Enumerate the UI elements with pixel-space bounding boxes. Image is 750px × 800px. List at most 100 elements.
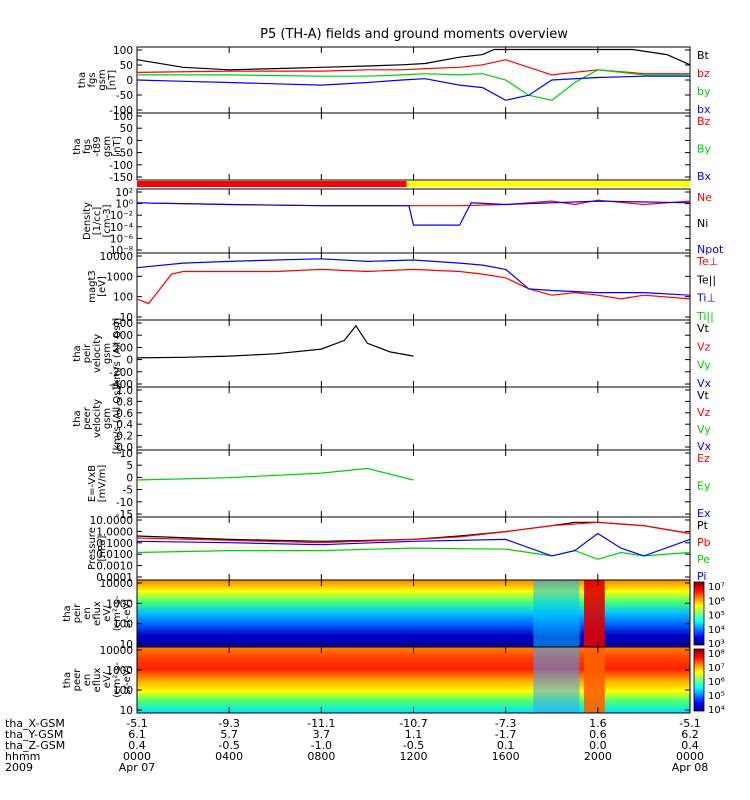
legend-entry: Te⊥ (696, 255, 718, 268)
spectrogram-band (584, 580, 605, 647)
panel-ele_spec: 10⁸ 10⁷ 10⁶ 10⁵ 10⁴ 10000 1000 100 10 tha peer en ef… (62, 645, 725, 717)
y-tick-label: 10.0000 (90, 515, 133, 527)
x-axis-value: Apr 08 (672, 761, 709, 774)
y-axis-label: en (82, 607, 93, 620)
x-axis-value: 3.7 (313, 728, 331, 741)
y-axis-label: peir (72, 603, 83, 623)
x-axis-value: 1.6 (589, 717, 607, 730)
y-tick-label: 100 (113, 111, 133, 123)
y-tick-label: -100 (109, 105, 133, 117)
y-tick-label: 0.0010 (96, 561, 133, 573)
legend-entry: Ti|| (696, 310, 714, 323)
x-axis-value: 0800 (307, 750, 335, 763)
y-tick-label: 5 (126, 460, 133, 472)
y-tick-label: 10 (120, 448, 133, 460)
legend-entry: Vx (697, 377, 712, 390)
y-tick-label: 0.1000 (96, 538, 133, 550)
y-tick-label: 200 (113, 342, 133, 354)
y-tick-label: 0 (126, 135, 133, 147)
y-axis-label: peer (82, 406, 93, 430)
x-axis-value: 0.0 (589, 739, 607, 752)
y-tick-label: 10⁻² (110, 210, 133, 222)
legend-entry: Ey (697, 480, 711, 493)
legend-entry: Vy (697, 359, 711, 372)
y-tick-label: 10 (120, 705, 133, 717)
y-axis-label: (cm²-s- (112, 595, 123, 631)
x-axis-row-label: hhmm (5, 750, 40, 763)
y-tick-label: 0.0 (116, 442, 133, 454)
x-axis-value: -11.1 (307, 717, 335, 730)
series-line (136, 268, 691, 305)
panel-temp: 10000 1000 100 10 magt3 [eV] Te⊥ Te|| Ti⊥ Ti|| (87, 251, 718, 324)
legend-entry: Vz (697, 340, 711, 353)
y-axis-label: Pressure (87, 527, 98, 570)
x-axis-value: 0.1 (497, 739, 515, 752)
colorbar-tick-label: 10⁵ (708, 611, 725, 622)
y-tick-label: 100 (113, 685, 133, 697)
x-axis-value: 0.6 (589, 728, 607, 741)
x-axis-value: 1.1 (405, 728, 423, 741)
y-axis-label: gsm (97, 69, 108, 90)
y-axis-label: eV/ (102, 671, 113, 688)
legend-entry: Pt (697, 519, 709, 532)
y-tick-label: 400 (113, 330, 133, 342)
y-axis-label: peer (72, 668, 83, 692)
mode-bar-segment (137, 181, 407, 187)
series-line (136, 200, 691, 226)
x-axis-value: 0000 (123, 750, 151, 763)
y-tick-label: -15 (116, 509, 133, 521)
y-tick-label: 0.8 (116, 396, 133, 408)
y-tick-label: 0.6 (116, 408, 133, 420)
y-axis-label: tha (72, 138, 83, 154)
colorbar (693, 648, 705, 712)
x-axis-value: 6.1 (128, 728, 146, 741)
legend-entry: Npot (697, 243, 724, 256)
y-axis-label: [km/s (All Qs)] (112, 318, 123, 390)
y-axis-label: fgs (87, 72, 98, 87)
y-axis-label: eflux (92, 601, 103, 626)
y-axis-label: [nT] (112, 136, 123, 156)
y-axis-label: fgs (82, 139, 93, 154)
y-tick-label: 1000 (106, 598, 133, 610)
series-line (136, 521, 691, 542)
x-axis-value: -9.3 (218, 717, 239, 730)
colorbar-tick-label: 10³ (708, 639, 725, 650)
y-tick-label: 10² (115, 187, 133, 199)
legend-entry: Vx (697, 440, 712, 453)
spectrogram-band (533, 647, 580, 713)
series-line (136, 532, 691, 557)
legend-entry: Te|| (696, 273, 716, 286)
x-axis-value: -5.1 (679, 717, 700, 730)
x-axis-value: -0.5 (218, 739, 239, 752)
x-axis-row-label: tha_Y-GSM (5, 728, 63, 741)
spectrogram-band (533, 580, 580, 647)
y-tick-label: 10 (120, 312, 133, 324)
y-tick-label: 10⁻⁶ (110, 233, 133, 245)
panel-frame (136, 449, 691, 518)
x-axis-value: 0400 (215, 750, 243, 763)
panel-ion_spec: 10⁷ 10⁶ 10⁵ 10⁴ 10³ 10000 1000 100 10 tha peir en ef… (62, 578, 725, 651)
y-axis-label: [cm-3] (102, 204, 113, 237)
spectrogram (137, 647, 690, 713)
legend-entry: Bz (697, 115, 711, 128)
y-axis-label: sr-eV) (122, 665, 133, 694)
colorbar-tick-label: 10⁷ (708, 582, 725, 593)
y-tick-label: 0 (126, 75, 133, 87)
y-tick-label: 0.2 (116, 431, 133, 443)
y-axis-label: en (82, 674, 93, 687)
colorbar-tick-label: 10⁶ (708, 677, 725, 688)
x-axis-value: -5.1 (126, 717, 147, 730)
mode-bar-segment (406, 181, 690, 187)
y-axis-label: [mV/m] (97, 465, 108, 503)
x-axis-value: -0.5 (403, 739, 424, 752)
spectrogram-band (584, 647, 605, 713)
x-axis-value: 0.4 (681, 739, 699, 752)
y-tick-label: 0.0100 (96, 549, 133, 561)
y-tick-label: -200 (109, 367, 133, 379)
series-line (136, 324, 414, 359)
legend-entry: Bx (697, 170, 712, 183)
